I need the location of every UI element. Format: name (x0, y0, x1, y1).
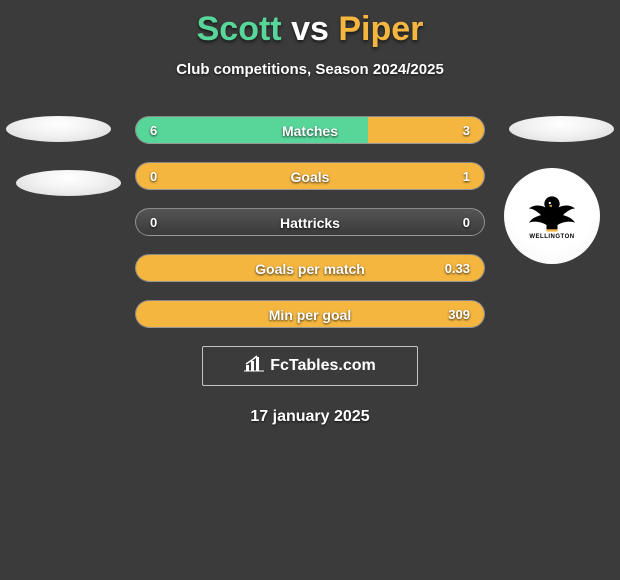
vs-text: vs (291, 10, 329, 48)
date-text: 17 january 2025 (0, 408, 620, 426)
stat-row: 00Hattricks (135, 208, 485, 236)
page-title: Scott vs Piper (0, 0, 620, 49)
stat-row: 01Goals (135, 162, 485, 190)
stat-row: 63Matches (135, 116, 485, 144)
stat-label: Goals per match (136, 255, 484, 283)
club-name: WELLINGTON (529, 234, 574, 240)
player2-club-badge: WELLINGTON (504, 168, 600, 264)
player2-ellipse (509, 116, 614, 142)
stat-row: 309Min per goal (135, 300, 485, 328)
subtitle: Club competitions, Season 2024/2025 (0, 61, 620, 78)
stat-label: Min per goal (136, 301, 484, 329)
branding-text: FcTables.com (270, 357, 376, 375)
stat-label: Matches (136, 117, 484, 145)
player2-name: Piper (338, 10, 423, 48)
eagle-icon (524, 192, 580, 236)
player1-ellipse-top (6, 116, 111, 142)
stat-row: 0.33Goals per match (135, 254, 485, 282)
player1-ellipse-bottom (16, 170, 121, 196)
branding-box[interactable]: FcTables.com (202, 346, 418, 386)
chart-icon (244, 355, 264, 378)
stat-label: Goals (136, 163, 484, 191)
stat-label: Hattricks (136, 209, 484, 237)
comparison-stage: WELLINGTON 63Matches 01Goals 00Hattricks 0.… (0, 116, 620, 426)
player1-name: Scott (197, 10, 282, 48)
